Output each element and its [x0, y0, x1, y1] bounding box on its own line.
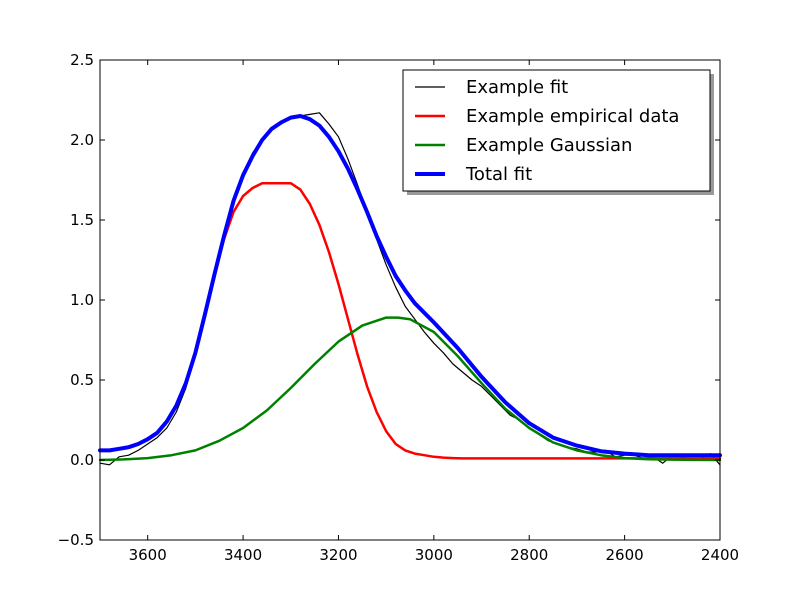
- y-tick-label: 2.0: [70, 131, 94, 149]
- legend-label-2: Example Gaussian: [466, 135, 632, 156]
- axis-layer: 3600 3400 3200 3000 2800 2600 2400 −0.5 0.0 0.5 1.…: [58, 51, 740, 564]
- series-layer: [98, 112, 722, 466]
- x-tick-label: 2800: [510, 546, 548, 564]
- series-line-3: [98, 114, 722, 458]
- series-2: [98, 316, 722, 462]
- y-tick-label: 0.0: [70, 451, 94, 469]
- y-tick-label: 0.5: [70, 371, 94, 389]
- x-tick-label: 3600: [129, 546, 167, 564]
- series-line-2: [98, 316, 722, 462]
- y-tick-label: −0.5: [58, 531, 94, 549]
- legend-label-0: Example fit: [466, 77, 568, 98]
- y-tick-label: 1.0: [70, 291, 94, 309]
- series-3: [98, 114, 722, 458]
- x-tick-label: 3000: [415, 546, 453, 564]
- plot-frame: [99, 59, 721, 541]
- legend-box: [402, 69, 711, 192]
- x-tick-label: 2400: [701, 546, 739, 564]
- legend-label-1: Example empirical data: [466, 106, 679, 127]
- x-tick-label: 3200: [319, 546, 357, 564]
- y-tick-label: 2.5: [70, 51, 94, 69]
- legend-label-3: Total fit: [465, 164, 532, 185]
- x-tick-label: 3400: [224, 546, 262, 564]
- y-tick-label: 1.5: [70, 211, 94, 229]
- legend: Example fit Example empirical data Example…: [402, 69, 714, 195]
- x-tick-label: 2600: [606, 546, 644, 564]
